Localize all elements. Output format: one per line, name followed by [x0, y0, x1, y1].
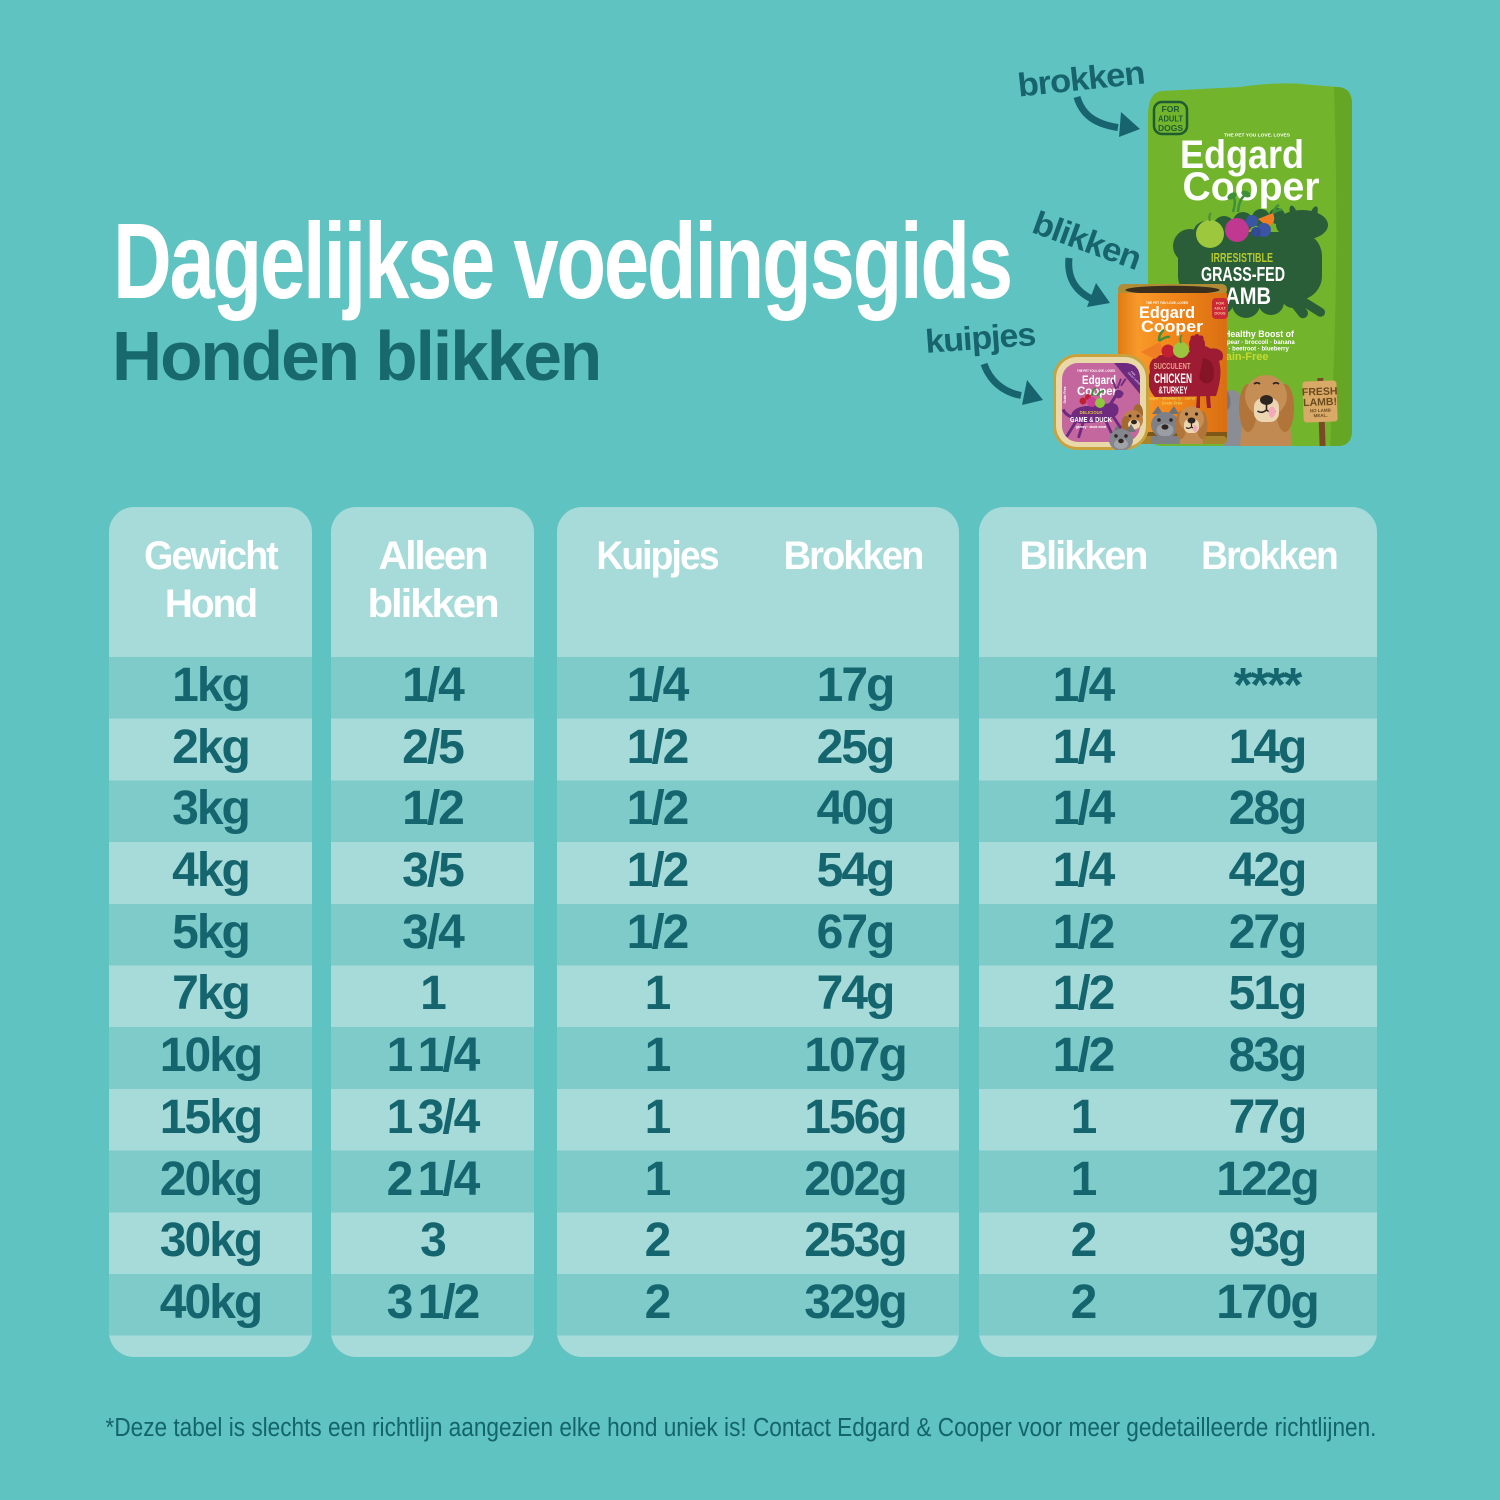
svg-text:THE PET YOU LOVE. LOVES: THE PET YOU LOVE. LOVES — [1224, 133, 1291, 139]
svg-text:kuipjes: kuipjes — [924, 315, 1036, 360]
svg-text:GRASS-FED: GRASS-FED — [1201, 264, 1285, 286]
svg-text:Edgard: Edgard — [1082, 375, 1116, 387]
svg-text:Cooper: Cooper — [1183, 165, 1320, 209]
svg-text:SUCCULENT: SUCCULENT — [1154, 361, 1192, 371]
svg-text:THE PET YOU LOVE. LOVES: THE PET YOU LOVE. LOVES — [1146, 301, 1189, 305]
svg-text:Healthy Boost of: Healthy Boost of — [1224, 329, 1294, 339]
svg-text:Grain Free: Grain Free — [1063, 386, 1067, 403]
svg-text:Grain Free: Grain Free — [1162, 401, 1184, 406]
svg-text:FOR: FOR — [1162, 104, 1180, 114]
svg-text:IRRESISTIBLE: IRRESISTIBLE — [1211, 250, 1273, 265]
svg-text:ADULT: ADULT — [1158, 114, 1184, 124]
svg-text:DELICIOUS: DELICIOUS — [1080, 410, 1103, 415]
svg-text:rain-Free: rain-Free — [1221, 351, 1268, 363]
svg-text:MEAL.: MEAL. — [1313, 413, 1327, 418]
svg-text:Edgard: Edgard — [1180, 133, 1304, 177]
svg-text:blikken: blikken — [1028, 204, 1146, 277]
svg-text:DOGS: DOGS — [1214, 312, 1226, 316]
svg-text:NO LAMB: NO LAMB — [1310, 408, 1332, 414]
svg-text:Cooper: Cooper — [1077, 386, 1118, 398]
svg-text:LAMB!: LAMB! — [1303, 396, 1337, 409]
svg-text:brokken: brokken — [1016, 54, 1146, 104]
svg-text:h · beetroot · blueberry: h · beetroot · blueberry — [1223, 347, 1289, 353]
svg-text:&TURKEY: &TURKEY — [1159, 386, 1188, 397]
svg-text:ADULT: ADULT — [1214, 307, 1226, 311]
svg-text:Cooper: Cooper — [1141, 317, 1203, 336]
svg-text:FOR: FOR — [1130, 370, 1137, 377]
svg-text:THE PET YOU LOVE. LOVES: THE PET YOU LOVE. LOVES — [1077, 369, 1115, 373]
svg-text:apple · strawberry · carrot: apple · strawberry · carrot — [1149, 397, 1197, 401]
svg-text:CHICKEN: CHICKEN — [1154, 370, 1192, 386]
svg-text:Edgard: Edgard — [1139, 303, 1195, 322]
svg-text:gamey · duck meat: gamey · duck meat — [1076, 425, 1107, 429]
svg-text:· pear · broccoli · banana: · pear · broccoli · banana — [1223, 340, 1295, 346]
svg-text:DOGS: DOGS — [1158, 123, 1183, 133]
svg-text:FOR: FOR — [1216, 302, 1224, 306]
svg-text:FRESH: FRESH — [1302, 385, 1338, 398]
svg-text:GAME & DUCK: GAME & DUCK — [1070, 415, 1112, 424]
